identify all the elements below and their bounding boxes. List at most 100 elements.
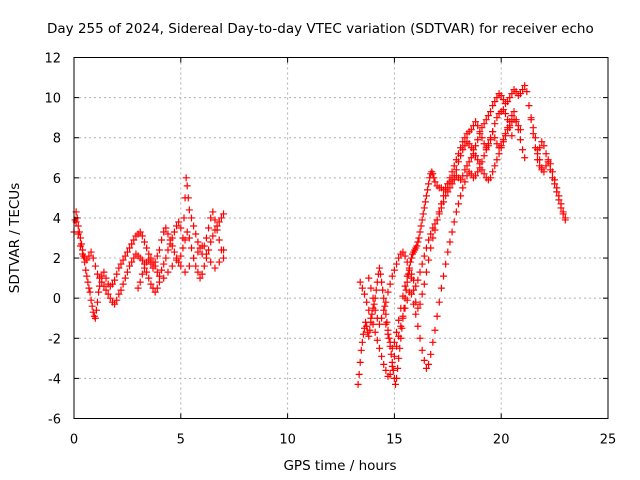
data-point: [76, 242, 84, 250]
data-point: [548, 174, 556, 182]
data-point: [493, 94, 501, 102]
data-point: [378, 278, 386, 286]
data-point: [367, 314, 375, 322]
data-point: [106, 294, 114, 302]
data-point: [177, 262, 185, 270]
data-point: [501, 110, 509, 118]
data-point: [365, 274, 373, 282]
data-point: [375, 344, 383, 352]
data-point: [198, 242, 206, 250]
data-point: [482, 116, 490, 124]
data-point: [138, 256, 146, 264]
data-point: [88, 302, 96, 310]
data-point: [429, 234, 437, 242]
data-point: [202, 234, 210, 242]
data-point: [363, 322, 371, 330]
data-point: [82, 266, 90, 274]
data-point: [153, 268, 161, 276]
plot-frame: [73, 57, 609, 419]
data-point: [506, 94, 514, 102]
data-point: [79, 250, 87, 258]
data-point: [427, 230, 435, 238]
data-point: [448, 228, 456, 236]
data-point: [357, 346, 365, 354]
data-point: [365, 306, 373, 314]
data-point: [461, 166, 469, 174]
data-point: [512, 88, 520, 96]
data-point: [158, 266, 166, 274]
data-point: [207, 258, 215, 266]
data-point: [215, 218, 223, 226]
data-point: [378, 352, 386, 360]
data-point: [427, 350, 435, 358]
data-point: [86, 288, 94, 296]
data-point: [463, 162, 471, 170]
data-point: [182, 174, 190, 182]
data-point: [179, 234, 187, 242]
data-point: [459, 138, 467, 146]
data-point: [111, 300, 119, 308]
data-point: [145, 274, 153, 282]
x-tick-label: 5: [177, 433, 185, 448]
data-point: [138, 270, 146, 278]
data-point: [442, 186, 450, 194]
chart-title: Day 255 of 2024, Sidereal Day-to-day VTE…: [47, 21, 594, 37]
data-point: [384, 288, 392, 296]
data-point: [418, 290, 426, 298]
data-point: [487, 136, 495, 144]
data-point: [375, 320, 383, 328]
data-point: [424, 186, 432, 194]
data-point: [388, 362, 396, 370]
x-tick-label: 15: [386, 433, 403, 448]
data-point: [388, 272, 396, 280]
data-point: [491, 98, 499, 106]
data-point: [418, 346, 426, 354]
data-point: [516, 126, 524, 134]
data-point: [429, 170, 437, 178]
data-point: [100, 282, 108, 290]
data-point: [84, 278, 92, 286]
data-point: [355, 370, 363, 378]
data-point: [85, 284, 93, 292]
data-point: [121, 252, 129, 260]
data-point: [523, 88, 531, 96]
data-point: [100, 268, 108, 276]
data-point: [371, 328, 379, 336]
data-point: [427, 244, 435, 252]
data-point: [160, 228, 168, 236]
data-point: [425, 236, 433, 244]
data-point: [389, 366, 397, 374]
data-point: [91, 314, 99, 322]
data-point: [215, 258, 223, 266]
data-point: [555, 196, 563, 204]
data-point: [126, 262, 134, 270]
data-point: [478, 124, 486, 132]
data-point: [196, 274, 204, 282]
data-point: [397, 304, 405, 312]
data-point: [480, 120, 488, 128]
data-point: [119, 280, 127, 288]
data-point: [395, 254, 403, 262]
y-tick-label: -6: [48, 413, 61, 428]
data-point: [478, 134, 486, 142]
data-point: [388, 344, 396, 352]
data-point: [358, 338, 366, 346]
data-point: [417, 222, 425, 230]
data-point: [491, 134, 499, 142]
data-point: [83, 272, 91, 280]
data-point: [525, 102, 533, 110]
data-point: [170, 228, 178, 236]
y-tick-label: 12: [44, 52, 61, 67]
data-point: [128, 258, 136, 266]
data-point: [168, 262, 176, 270]
data-point: [440, 272, 448, 280]
tick-layer: 0 5 10 15 20 25 -6 -4 -2 0 2 4 6 8 10 12: [44, 52, 616, 448]
data-point: [381, 302, 389, 310]
data-point: [521, 154, 529, 162]
data-point: [220, 210, 228, 218]
data-point: [465, 158, 473, 166]
data-point: [74, 222, 82, 230]
data-point: [393, 328, 401, 336]
data-point: [493, 156, 501, 164]
